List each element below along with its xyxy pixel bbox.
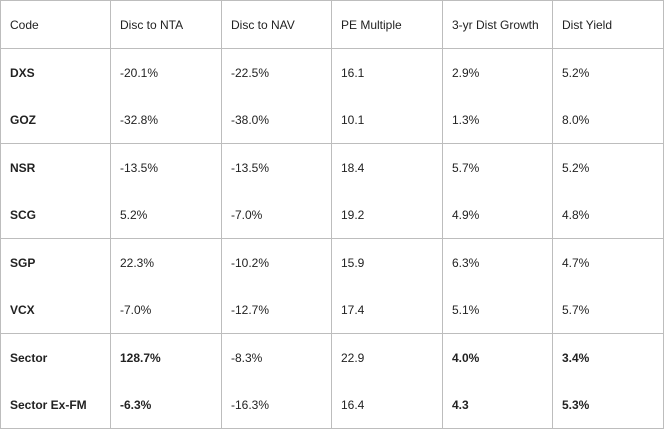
cell-code: Sector Ex-FM	[0, 381, 111, 429]
cell-code: SGP	[0, 238, 111, 286]
cell-pe-multiple: 19.2	[331, 191, 443, 239]
column-header-pe-multiple: PE Multiple	[331, 0, 443, 49]
cell-pe-multiple: 10.1	[331, 96, 443, 144]
cell-disc-to-nta: 5.2%	[110, 191, 222, 239]
cell-dist-yield: 5.3%	[552, 381, 664, 429]
cell-disc-to-nav: -38.0%	[221, 96, 332, 144]
cell-code: DXS	[0, 48, 111, 96]
cell-code: SCG	[0, 191, 111, 239]
cell-code: VCX	[0, 286, 111, 334]
cell-dist-yield: 5.2%	[552, 48, 664, 96]
cell-disc-to-nav: -8.3%	[221, 333, 332, 381]
cell-3yr-dist-growth: 1.3%	[442, 96, 553, 144]
cell-pe-multiple: 22.9	[331, 333, 443, 381]
cell-disc-to-nta: -13.5%	[110, 143, 222, 191]
cell-disc-to-nav: -10.2%	[221, 238, 332, 286]
cell-pe-multiple: 15.9	[331, 238, 443, 286]
cell-disc-to-nta: -20.1%	[110, 48, 222, 96]
header-row: Code Disc to NTA Disc to NAV PE Multiple…	[0, 0, 664, 49]
cell-pe-multiple: 17.4	[331, 286, 443, 334]
cell-3yr-dist-growth: 4.9%	[442, 191, 553, 239]
column-header-3yr-dist-growth: 3-yr Dist Growth	[442, 0, 553, 49]
table-row: VCX -7.0% -12.7% 17.4 5.1% 5.7%	[0, 286, 664, 334]
cell-disc-to-nta: 22.3%	[110, 238, 222, 286]
cell-disc-to-nav: -22.5%	[221, 48, 332, 96]
cell-3yr-dist-growth: 6.3%	[442, 238, 553, 286]
table-row: NSR -13.5% -13.5% 18.4 5.7% 5.2%	[0, 143, 664, 191]
cell-3yr-dist-growth: 2.9%	[442, 48, 553, 96]
column-header-disc-to-nta: Disc to NTA	[110, 0, 222, 49]
cell-dist-yield: 4.8%	[552, 191, 664, 239]
cell-disc-to-nav: -16.3%	[221, 381, 332, 429]
cell-dist-yield: 5.7%	[552, 286, 664, 334]
cell-dist-yield: 4.7%	[552, 238, 664, 286]
cell-disc-to-nta: -7.0%	[110, 286, 222, 334]
cell-disc-to-nta: 128.7%	[110, 333, 222, 381]
table-row: GOZ -32.8% -38.0% 10.1 1.3% 8.0%	[0, 96, 664, 144]
cell-pe-multiple: 16.4	[331, 381, 443, 429]
table-row: SCG 5.2% -7.0% 19.2 4.9% 4.8%	[0, 191, 664, 239]
cell-code: NSR	[0, 143, 111, 191]
column-header-code: Code	[0, 0, 111, 49]
cell-disc-to-nav: -7.0%	[221, 191, 332, 239]
column-header-dist-yield: Dist Yield	[552, 0, 664, 49]
cell-pe-multiple: 16.1	[331, 48, 443, 96]
cell-dist-yield: 8.0%	[552, 96, 664, 144]
column-header-disc-to-nav: Disc to NAV	[221, 0, 332, 49]
table-row: SGP 22.3% -10.2% 15.9 6.3% 4.7%	[0, 238, 664, 286]
table-row-sector: Sector 128.7% -8.3% 22.9 4.0% 3.4%	[0, 333, 664, 381]
cell-3yr-dist-growth: 5.1%	[442, 286, 553, 334]
cell-disc-to-nta: -6.3%	[110, 381, 222, 429]
cell-disc-to-nta: -32.8%	[110, 96, 222, 144]
cell-dist-yield: 3.4%	[552, 333, 664, 381]
table-row-sector-ex-fm: Sector Ex-FM -6.3% -16.3% 16.4 4.3 5.3%	[0, 381, 664, 429]
cell-dist-yield: 5.2%	[552, 143, 664, 191]
cell-3yr-dist-growth: 4.3	[442, 381, 553, 429]
cell-3yr-dist-growth: 4.0%	[442, 333, 553, 381]
cell-pe-multiple: 18.4	[331, 143, 443, 191]
cell-code: GOZ	[0, 96, 111, 144]
table-row: DXS -20.1% -22.5% 16.1 2.9% 5.2%	[0, 48, 664, 96]
cell-code: Sector	[0, 333, 111, 381]
cell-disc-to-nav: -12.7%	[221, 286, 332, 334]
cell-3yr-dist-growth: 5.7%	[442, 143, 553, 191]
cell-disc-to-nav: -13.5%	[221, 143, 332, 191]
